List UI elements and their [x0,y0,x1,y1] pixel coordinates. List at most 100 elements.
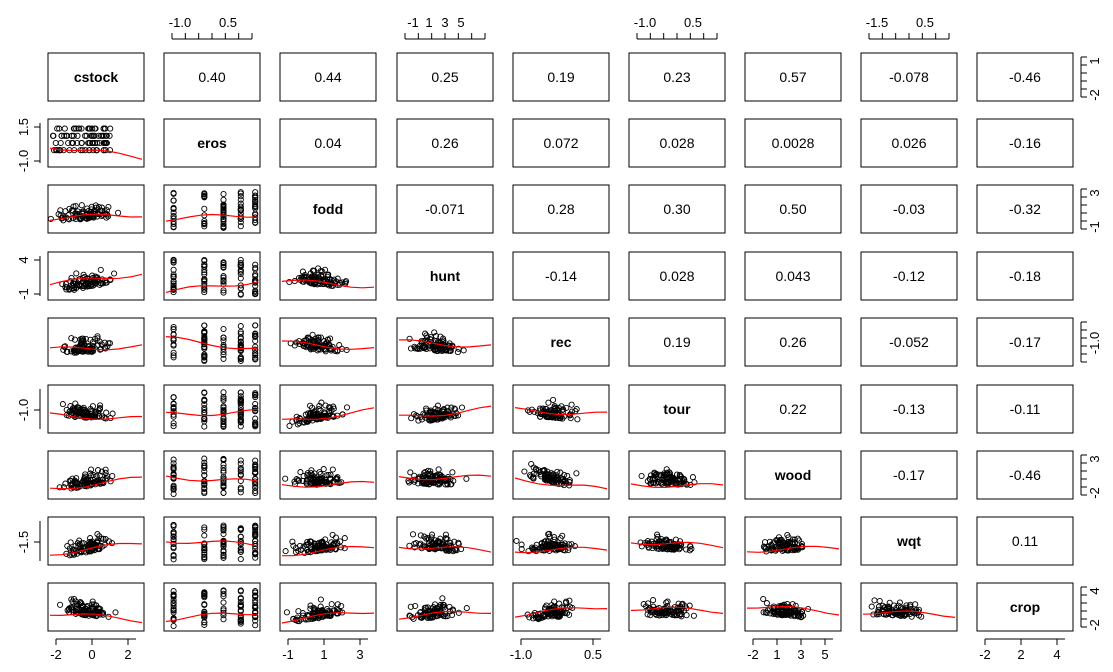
panel-wqt-fodd [279,516,377,566]
data-point [760,543,767,550]
panel-frame [279,516,377,566]
variable-label: eros [197,135,227,151]
data-point [440,335,447,342]
panel-frame [628,184,726,234]
data-point [220,202,227,210]
data-point [252,261,259,268]
correlation-value: 0.043 [775,268,810,284]
data-point [897,612,904,619]
data-point [291,342,298,349]
data-point [678,611,685,618]
data-point [311,540,318,547]
data-point [220,395,227,402]
data-point [170,349,177,356]
data-point [552,405,559,412]
tick-label: 3 [1087,189,1102,196]
panel-frame [279,450,377,500]
panel-frame [512,450,610,500]
data-point [429,614,437,621]
data-point [201,612,208,619]
data-point [315,334,322,341]
tick-label: -2 [1087,487,1102,499]
data-point [220,221,227,228]
data-point [536,614,543,621]
panel-frame [860,184,958,234]
panel-frame [744,516,842,566]
correlation-value: -0.46 [1009,467,1041,483]
smooth-line [165,408,259,417]
data-point [303,480,310,487]
panel-frame [976,582,1074,632]
data-point [434,413,441,420]
panel-frame [860,118,958,168]
data-point [912,601,919,608]
data-point [100,139,107,147]
data-point [115,209,122,216]
data-point [201,532,208,539]
data-point [88,466,95,473]
data-point [89,132,96,139]
data-point [201,488,208,495]
data-point [341,535,348,542]
data-point [95,412,102,419]
data-point [201,621,208,628]
data-point [100,535,107,542]
smooth-line [281,545,375,557]
data-point [425,536,433,543]
data-point [446,603,453,610]
data-point [79,410,86,417]
panel-wood-cstock [47,450,145,500]
data-point [201,619,208,626]
data-point [82,409,89,417]
data-point [92,139,99,147]
data-point [237,556,244,563]
data-point [673,471,681,478]
data-point [434,402,441,409]
data-point [201,289,208,296]
smooth-line [398,339,492,348]
data-point [252,394,259,401]
correlation-value: 0.026 [891,135,926,151]
data-point [170,523,177,530]
data-point [170,533,177,540]
panel-cstock-hunt: 0.25 [396,52,494,102]
data-point [574,416,581,423]
panel-frame [396,582,494,632]
data-point [640,601,647,608]
tick-label: -1 [282,647,294,662]
panel-wood-eros [163,450,261,500]
variable-label: cstock [74,69,119,85]
correlation-value: 0.44 [314,69,341,85]
panel-fodd-rec: 0.28 [512,184,610,234]
tick-label: 2 [124,647,131,662]
data-point [201,484,208,491]
data-point [68,604,75,611]
data-point [94,467,102,474]
panel-frame [163,450,261,500]
panel-frame [744,582,842,632]
data-point [237,547,244,554]
data-point [435,466,442,473]
data-point [311,412,318,419]
tick-label: 4 [1053,647,1060,662]
panel-frame [163,384,261,434]
data-point [559,532,566,539]
panel-fodd-eros [163,184,261,234]
data-point [170,404,177,411]
data-point [71,125,78,132]
data-point [307,544,314,551]
correlation-value: 0.50 [779,201,806,217]
tick-label: 5 [821,647,828,662]
panel-wqt-tour [628,516,726,566]
panel-wood-tour [628,450,726,500]
data-point [80,271,87,278]
data-point [90,214,97,221]
data-point [237,398,244,405]
panel-rec-crop: -0.17 [976,317,1074,367]
panel-frame [396,516,494,566]
data-point [170,599,177,606]
panel-frame [163,251,261,301]
data-point [220,337,227,344]
tick-label: -1.0 [1087,332,1102,354]
data-point [220,548,227,555]
